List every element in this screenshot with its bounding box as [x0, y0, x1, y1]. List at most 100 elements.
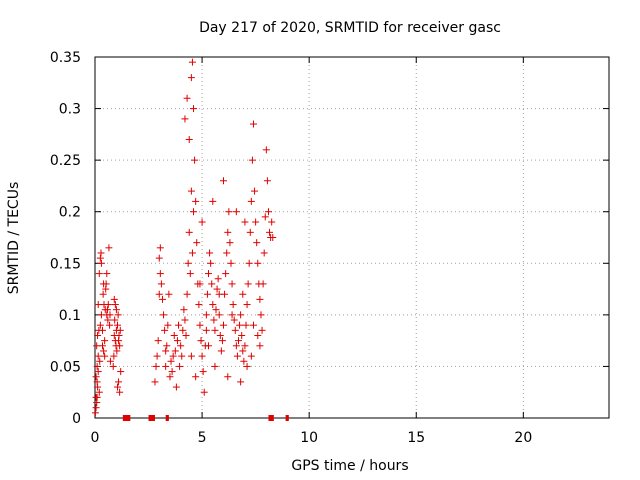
data-point [91, 409, 99, 417]
data-point [97, 259, 105, 267]
data-point [92, 404, 100, 412]
data-point [152, 362, 160, 370]
data-point [237, 311, 245, 319]
data-point [157, 280, 165, 288]
data-point [256, 295, 264, 303]
zero-value-markers [122, 415, 131, 421]
data-point [217, 347, 225, 355]
y-axis-label: SRMTID / TECUs [6, 182, 22, 295]
data-point [198, 218, 206, 226]
data-point [253, 239, 261, 247]
data-point [187, 352, 195, 360]
data-point [183, 94, 191, 102]
data-point [175, 321, 183, 329]
data-point [196, 280, 204, 288]
data-point [227, 259, 235, 267]
data-point [94, 352, 102, 360]
data-point [220, 177, 227, 185]
data-point [224, 228, 232, 236]
data-point [228, 311, 236, 319]
data-point [103, 306, 111, 314]
data-point [104, 316, 112, 324]
data-point [96, 357, 104, 365]
data-point [261, 213, 269, 221]
data-point [192, 197, 200, 205]
data-point [202, 311, 210, 319]
data-point [262, 146, 270, 154]
zero-value-markers [148, 415, 155, 421]
data-point [115, 378, 123, 386]
data-point [199, 368, 207, 376]
data-point [268, 218, 276, 226]
data-point [151, 378, 159, 386]
data-point [239, 290, 247, 298]
x-tick-label: 20 [514, 430, 532, 446]
data-point [259, 280, 267, 288]
data-point [215, 311, 223, 319]
data-point [203, 290, 211, 298]
data-point [228, 280, 236, 288]
data-point [113, 383, 121, 391]
data-point [220, 321, 227, 329]
data-point [200, 388, 208, 396]
data-point [110, 352, 118, 360]
zero-layer [122, 415, 289, 421]
zero-value-markers [285, 415, 289, 421]
data-point [258, 326, 266, 334]
data-point [210, 316, 218, 324]
data-point [154, 337, 162, 345]
chart-title: Day 217 of 2020, SRMTID for receiver gas… [199, 20, 501, 36]
data-point [206, 249, 214, 257]
data-point [247, 197, 255, 205]
zero-value-markers [268, 415, 274, 421]
data-point [226, 239, 234, 247]
data-point [244, 280, 252, 288]
data-point [249, 321, 257, 329]
data-point [229, 301, 237, 309]
data-point [101, 337, 109, 345]
y-tick-label: 0.1 [59, 308, 81, 324]
data-point [114, 311, 122, 319]
data-point [162, 347, 170, 355]
data-point [266, 228, 274, 236]
data-point [263, 177, 271, 185]
data-point [243, 301, 251, 309]
data-point [269, 234, 277, 241]
data-point [94, 368, 102, 376]
data-point [185, 136, 193, 144]
data-point [106, 357, 114, 365]
data-point [216, 331, 224, 339]
x-tick-label: 0 [91, 430, 100, 446]
data-point [92, 373, 100, 381]
data-point [191, 156, 199, 164]
data-point [184, 259, 192, 267]
data-point [242, 321, 250, 329]
data-point [237, 378, 245, 386]
data-point [168, 368, 176, 376]
x-tick-label: 10 [300, 430, 318, 446]
data-point [100, 347, 108, 355]
data-point [116, 326, 124, 334]
data-point [106, 311, 114, 319]
data-point [252, 218, 260, 226]
data-point [164, 321, 172, 329]
data-point [230, 316, 238, 324]
data-point [231, 326, 239, 334]
data-point [115, 331, 123, 339]
data-point [239, 347, 247, 355]
data-point [177, 342, 185, 350]
data-point [207, 259, 215, 267]
data-point [183, 290, 191, 298]
y-tick-label: 0.2 [59, 205, 81, 221]
data-point [193, 239, 201, 247]
data-point [180, 306, 188, 314]
data-point [256, 342, 264, 350]
ticks-layer: 0 0.05 0.1 0.15 0.2 0.25 0.3 0.35 0 5 10 15 20 [50, 50, 609, 446]
data-point [251, 187, 259, 195]
data-point [172, 383, 180, 391]
data-point [98, 326, 106, 334]
data-point [197, 337, 205, 345]
data-point [211, 326, 219, 334]
data-point [95, 270, 103, 278]
